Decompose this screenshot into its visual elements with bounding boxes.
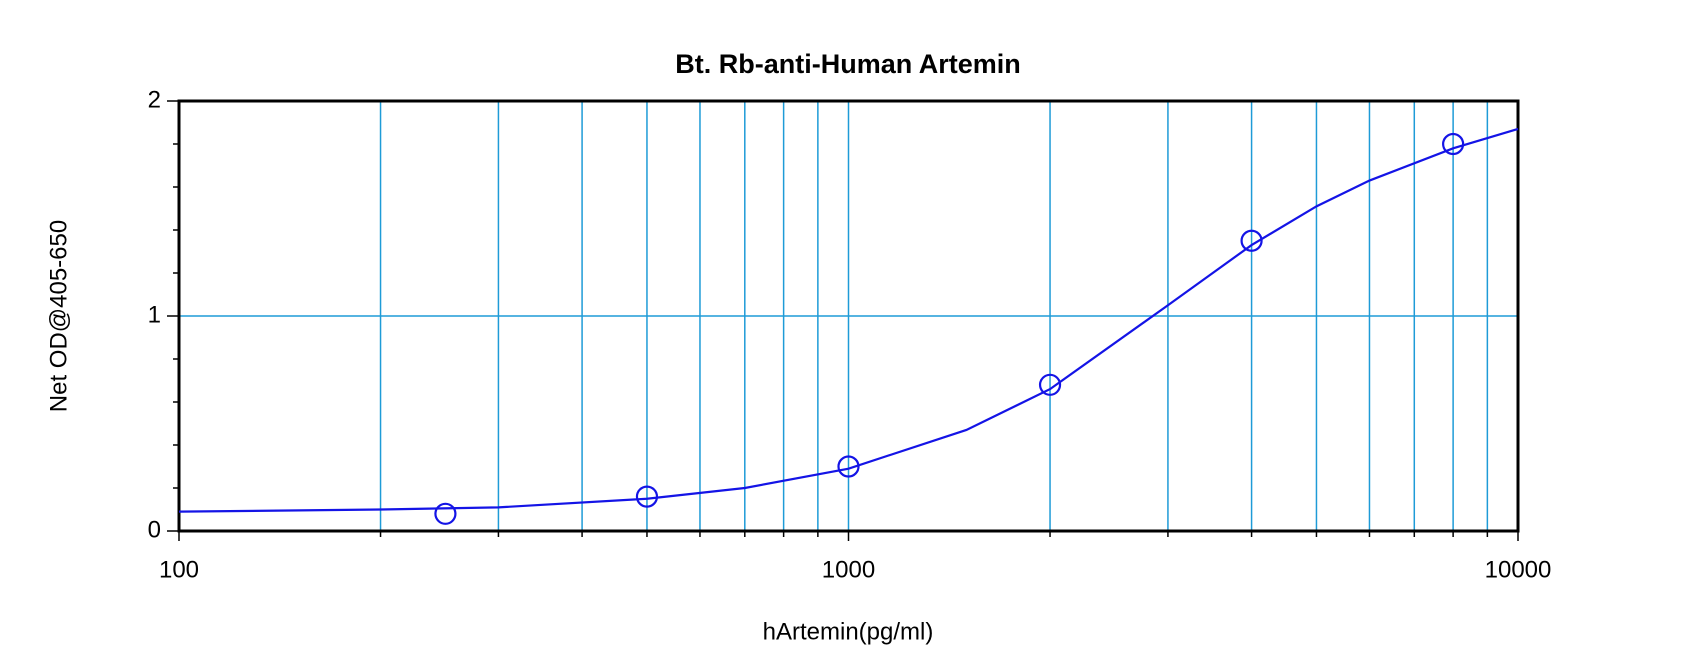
data-point xyxy=(1038,373,1062,396)
data-point xyxy=(1240,229,1263,252)
x-axis-label: hArtemin(pg/ml) xyxy=(763,618,934,645)
data-point xyxy=(1442,132,1465,156)
data-point xyxy=(837,455,860,478)
y-tick-label: 0 xyxy=(148,516,161,543)
chart-title: Bt. Rb-anti-Human Artemin xyxy=(675,49,1021,79)
y-tick-label: 2 xyxy=(148,86,161,113)
data-point xyxy=(434,502,457,525)
data-point xyxy=(635,485,659,508)
plot-frame xyxy=(177,99,1520,533)
x-tick-label: 10000 xyxy=(1485,556,1552,583)
y-tick-label: 1 xyxy=(148,301,161,328)
x-tick-label: 1000 xyxy=(822,556,875,583)
fit-curve xyxy=(178,127,1519,513)
x-tick-label: 100 xyxy=(159,556,199,583)
y-axis-label: Net OD@405-650 xyxy=(45,220,72,412)
